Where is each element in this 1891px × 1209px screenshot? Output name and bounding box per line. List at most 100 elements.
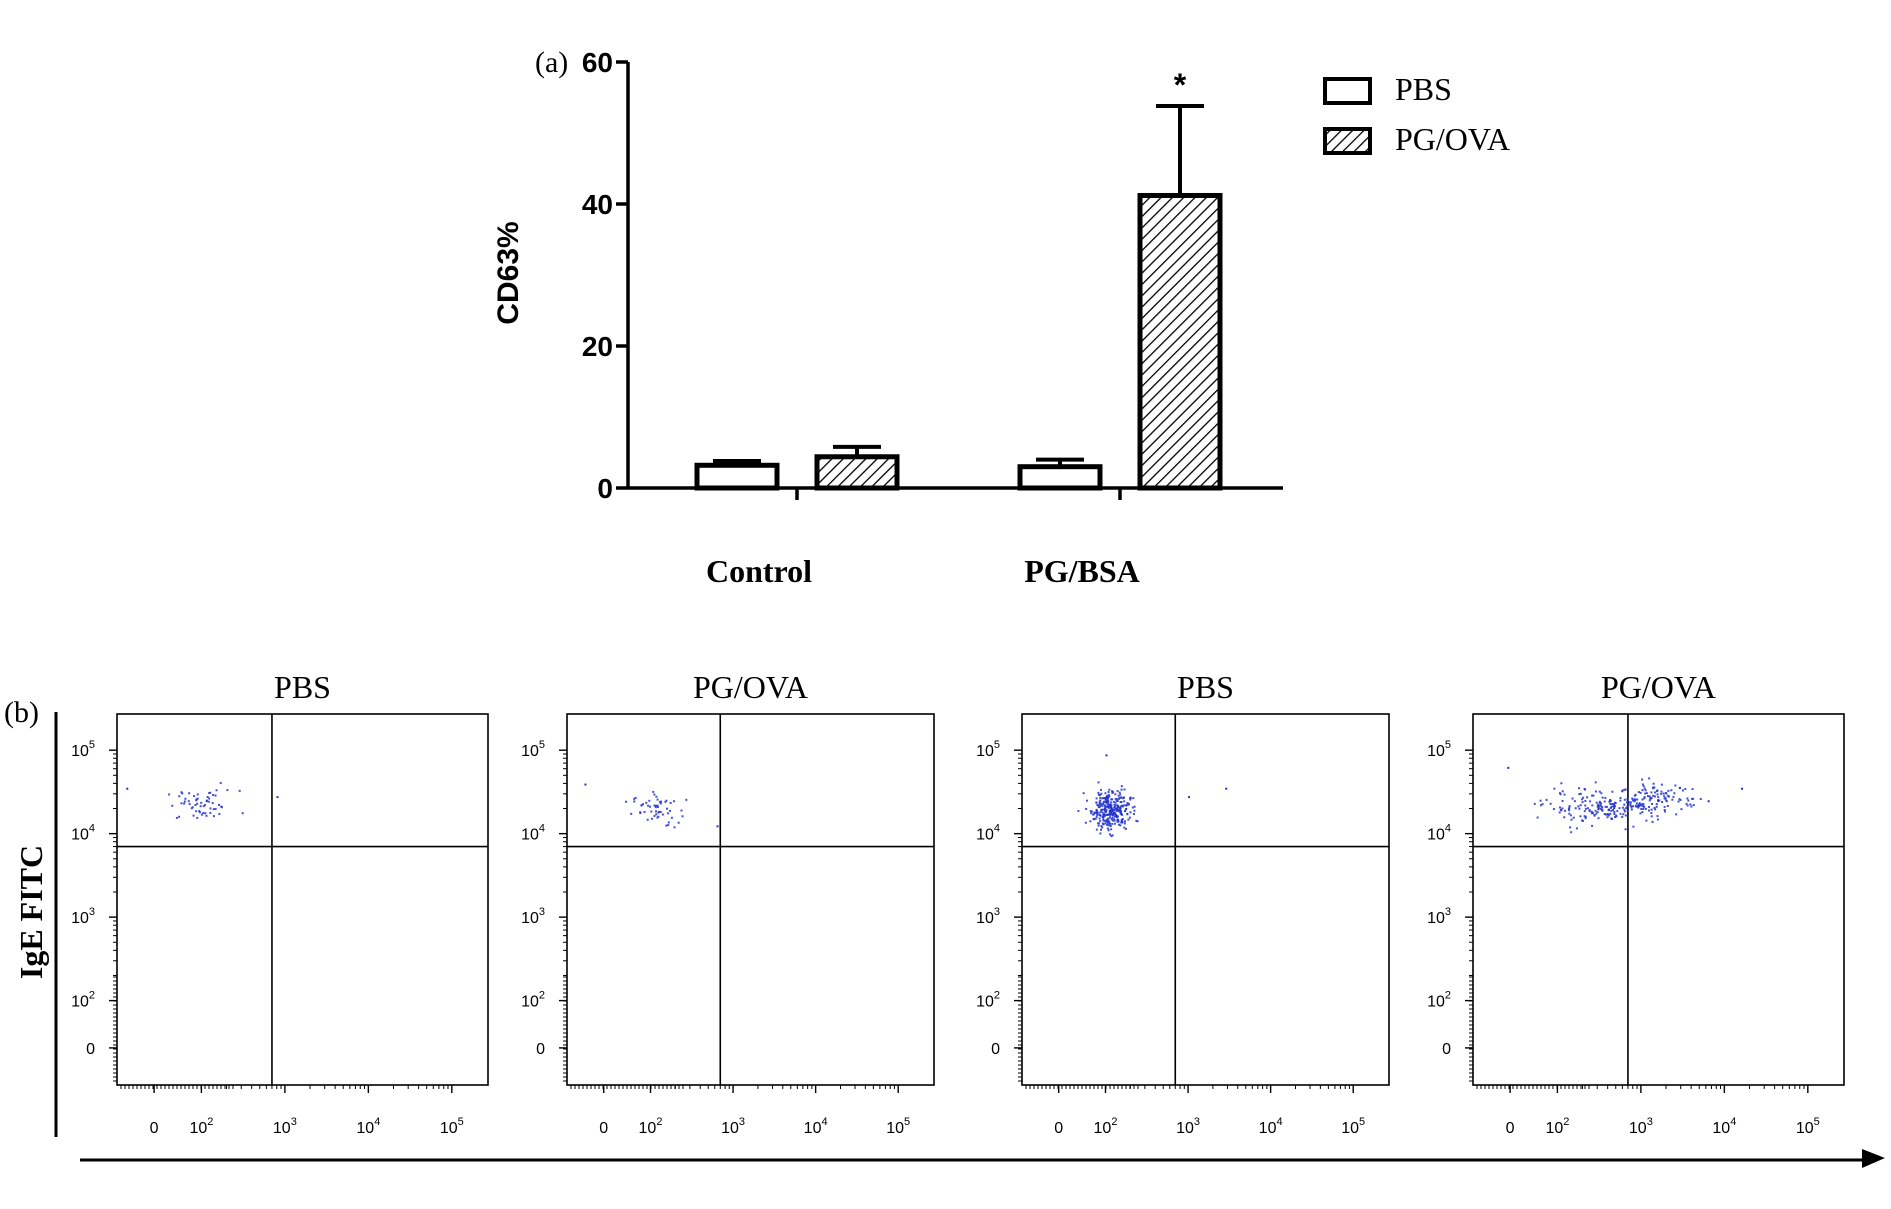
- event-dot: [1125, 808, 1128, 811]
- event-dot: [1116, 790, 1119, 793]
- event-dot: [1581, 801, 1584, 804]
- event-dot: [655, 810, 658, 813]
- event-dot: [652, 790, 655, 793]
- event-dot: [1107, 803, 1110, 806]
- event-dot: [1594, 790, 1597, 793]
- bar: [1017, 464, 1103, 491]
- event-dot: [1118, 791, 1121, 794]
- event-dot: [1615, 814, 1618, 817]
- event-dot: [1136, 820, 1139, 823]
- event-dot: [1642, 803, 1645, 806]
- event-dot: [1099, 804, 1102, 807]
- event-dot: [1678, 798, 1681, 801]
- event-dot: [1653, 786, 1656, 789]
- event-dot: [1545, 798, 1548, 801]
- event-dot: [660, 800, 663, 803]
- plot-frame: [566, 713, 935, 1086]
- event-dot: [1588, 810, 1591, 813]
- event-dot: [657, 811, 660, 814]
- event-dot: [1099, 810, 1102, 813]
- event-dot: [1103, 808, 1106, 811]
- event-dot: [1110, 810, 1113, 813]
- event-dot: [1663, 809, 1666, 812]
- event-dot: [1633, 794, 1636, 797]
- event-dot: [1609, 799, 1612, 802]
- event-dot: [1120, 819, 1123, 822]
- event-dot: [184, 797, 187, 800]
- event-dot: [1105, 801, 1108, 804]
- event-dot: [1084, 821, 1087, 824]
- event-dot: [1603, 813, 1606, 816]
- event-dot: [642, 803, 645, 806]
- event-dot: [1658, 799, 1661, 802]
- event-dot: [202, 811, 205, 814]
- event-dot: [1594, 781, 1597, 784]
- event-dot: [1104, 822, 1107, 825]
- event-dot: [1103, 804, 1106, 807]
- event-dot: [1600, 802, 1603, 805]
- event-dot: [1101, 826, 1104, 829]
- event-dot: [1586, 796, 1589, 799]
- y-tick-label: 102: [1427, 990, 1451, 1011]
- event-dot: [1599, 804, 1602, 807]
- event-dot: [1598, 800, 1601, 803]
- event-dot: [276, 796, 279, 799]
- event-dot: [1613, 810, 1616, 813]
- x-tick-label: 103: [1629, 1116, 1653, 1137]
- event-dot: [1097, 804, 1100, 807]
- event-dot: [1643, 805, 1646, 808]
- event-dot: [1570, 818, 1573, 821]
- event-dot: [1539, 799, 1542, 802]
- event-dot: [1601, 806, 1604, 809]
- event-dot: [1583, 810, 1586, 813]
- event-dot: [1104, 792, 1107, 795]
- event-dot: [1101, 808, 1104, 811]
- event-dot: [1093, 811, 1096, 814]
- x-category-label: PG/BSA: [1024, 553, 1140, 589]
- event-dot: [1637, 805, 1640, 808]
- event-dot: [1115, 799, 1118, 802]
- y-tick-label: 103: [976, 906, 1000, 927]
- event-dot: [1096, 804, 1099, 807]
- event-dot: [1567, 808, 1570, 811]
- event-dot: [1623, 808, 1626, 811]
- event-dot: [1610, 817, 1613, 820]
- event-dot: [1587, 807, 1590, 810]
- event-dot: [188, 803, 191, 806]
- event-dot: [1671, 798, 1674, 801]
- event-dot: [1660, 783, 1663, 786]
- event-dot: [1632, 825, 1635, 828]
- event-dot: [1110, 811, 1113, 814]
- y-tick-label: 105: [976, 739, 1000, 760]
- event-dot: [1624, 788, 1627, 791]
- event-dot: [1650, 812, 1653, 815]
- event-dot: [1118, 796, 1121, 799]
- event-dot: [1558, 806, 1561, 809]
- event-dot: [1684, 788, 1687, 791]
- dot-plot: PBS 0 102 103 104 105 0 102 103 104 105: [976, 669, 1390, 1137]
- event-dot: [669, 802, 672, 805]
- event-dot: [1103, 815, 1106, 818]
- event-dot: [1099, 796, 1102, 799]
- event-dot: [1092, 818, 1095, 821]
- event-dot: [1652, 786, 1655, 789]
- event-dot: [198, 810, 201, 813]
- event-dot: [1651, 802, 1654, 805]
- event-dot: [1655, 803, 1658, 806]
- event-dot: [1113, 803, 1116, 806]
- event-dot: [1656, 789, 1659, 792]
- event-dot: [1626, 798, 1629, 801]
- event-dot: [1665, 800, 1668, 803]
- event-dot: [1129, 811, 1132, 814]
- event-dot: [1135, 819, 1138, 822]
- event-dot: [1644, 789, 1647, 792]
- y-tick-label: 105: [1427, 739, 1451, 760]
- event-dot: [1632, 805, 1635, 808]
- dot-plot-title: PBS: [274, 669, 331, 705]
- event-dot: [624, 800, 627, 803]
- event-dot: [1604, 796, 1607, 799]
- event-dot: [1102, 802, 1105, 805]
- event-dot: [1123, 826, 1126, 829]
- event-dot: [1100, 825, 1103, 828]
- event-dot: [1663, 805, 1666, 808]
